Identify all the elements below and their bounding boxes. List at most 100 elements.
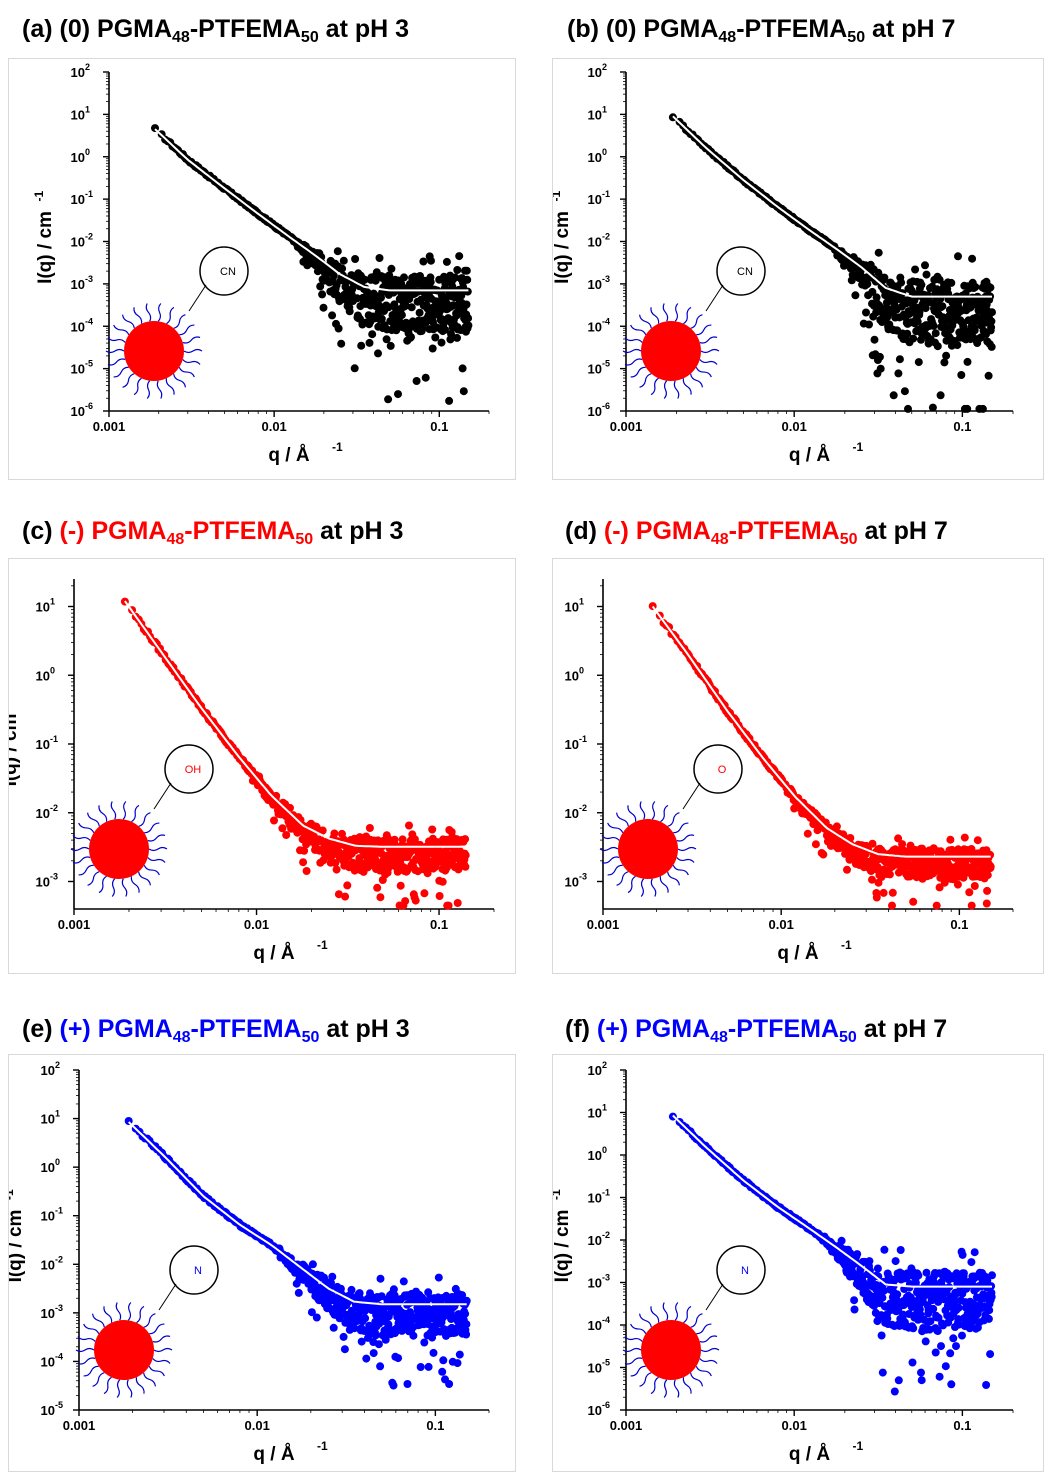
polymer-chain (699, 1335, 718, 1343)
data-point (984, 371, 993, 380)
data-point (409, 1331, 418, 1340)
data-point (455, 252, 464, 261)
panel-title-e: (e) (+) PGMA48-PTFEMA50 at pH 3 (22, 1017, 410, 1046)
particle-illustration: O (599, 744, 743, 897)
data-point (938, 302, 947, 311)
data-point (876, 364, 885, 373)
data-point (294, 1288, 303, 1297)
charge-label: (0) (605, 15, 637, 43)
polymer-chain (103, 1376, 112, 1395)
data-point (895, 355, 904, 364)
ptfema-dp: 50 (847, 29, 866, 46)
polymer-chain (662, 303, 669, 322)
y-tick-label: 10 (588, 1318, 602, 1333)
y-tick-label: 10 (71, 235, 85, 250)
polymer-chain (136, 1305, 145, 1324)
data-point (398, 835, 407, 844)
data-point (403, 1380, 412, 1388)
data-point (928, 403, 937, 412)
data-point (947, 1380, 956, 1389)
polymer-chain (179, 324, 195, 336)
x-tick-label: 0.1 (426, 1418, 444, 1433)
polymer-chain (672, 864, 689, 876)
y-axis-label: I(q) / cm (9, 714, 21, 787)
polymer-chain (77, 1357, 96, 1365)
pgma-dp: 48 (172, 1029, 191, 1046)
x-axis-label: q / Å (253, 1444, 294, 1465)
data-point (904, 404, 912, 413)
data-point (911, 1278, 920, 1287)
x-tick-label: 0.01 (782, 1418, 807, 1433)
data-point (870, 335, 879, 344)
polymer-dash: - (727, 1015, 737, 1043)
polymer-chain (650, 307, 660, 324)
y-tick-exponent: 0 (579, 665, 584, 675)
end-group-connector (158, 1283, 177, 1311)
data-point (903, 329, 912, 338)
x-axis-label-sup: -1 (841, 938, 852, 952)
y-tick-exponent: -6 (85, 401, 93, 411)
data-point (946, 1349, 955, 1358)
polymer-chain (130, 876, 140, 893)
y-tick-label: 10 (588, 1361, 602, 1376)
polymer-chain (77, 1336, 96, 1342)
polymer-chain (615, 812, 629, 827)
data-point (922, 1268, 931, 1277)
plot-frame-b: 10 -6 10 -5 10 -4 10 -3 10 -2 10 -1 10 0 10 1 10 2 0.001 0.… (552, 58, 1044, 480)
data-point (935, 1372, 944, 1381)
end-group-icon (169, 1245, 219, 1295)
data-point (427, 256, 435, 265)
data-point (953, 880, 962, 889)
fit-line (651, 605, 991, 858)
data-point (334, 890, 343, 899)
core-particle (124, 321, 184, 381)
y-tick-label: 10 (36, 600, 50, 615)
data-point (423, 304, 432, 313)
data-point (982, 899, 991, 908)
polymer-chain (146, 380, 151, 399)
data-point (960, 833, 969, 842)
polymer-chain (663, 1379, 668, 1398)
data-point (913, 317, 922, 326)
data-point (953, 341, 962, 350)
polymer-chain (147, 857, 166, 863)
data-point (931, 1348, 940, 1357)
polymer-chain (126, 1379, 133, 1398)
x-axis-label-sup: -1 (332, 440, 343, 454)
data-point (318, 826, 327, 835)
data-point (930, 1278, 939, 1287)
y-tick-label: 10 (565, 875, 579, 890)
data-point (453, 333, 461, 342)
pgma-dp: 48 (172, 29, 190, 46)
data-point (941, 1362, 950, 1371)
polymer-chain (98, 875, 107, 894)
end-group-icon (693, 744, 743, 794)
polymer-chain (624, 337, 643, 343)
data-point (299, 858, 308, 867)
polymer-chain (699, 359, 718, 365)
data-point (381, 1335, 390, 1344)
y-tick-label: 10 (41, 1063, 55, 1078)
y-axis-label-sup: -1 (553, 191, 563, 202)
data-point (947, 278, 956, 287)
data-point (921, 261, 929, 270)
data-point (811, 840, 820, 849)
polymer-chain (147, 834, 166, 842)
particle-illustration: OH (70, 744, 214, 897)
data-point (987, 342, 996, 351)
data-point (819, 850, 828, 859)
data-point (421, 373, 430, 382)
plot-frame-a: 10 -6 10 -5 10 -4 10 -3 10 -2 10 -1 10 0 10 1 10 2 0.001 0.… (8, 58, 516, 480)
data-point (909, 897, 918, 906)
y-tick-exponent: 0 (602, 1145, 607, 1155)
end-group-connector (188, 284, 207, 312)
data-point (415, 308, 424, 317)
data-point (986, 850, 995, 859)
y-tick-label: 10 (588, 1106, 602, 1121)
polymer-chain (667, 812, 680, 827)
polymer-chain (127, 1302, 132, 1321)
x-axis-label-sup: -1 (317, 1439, 328, 1453)
data-point (387, 264, 396, 273)
data-point (970, 882, 979, 890)
y-tick-exponent: -5 (602, 1358, 610, 1368)
